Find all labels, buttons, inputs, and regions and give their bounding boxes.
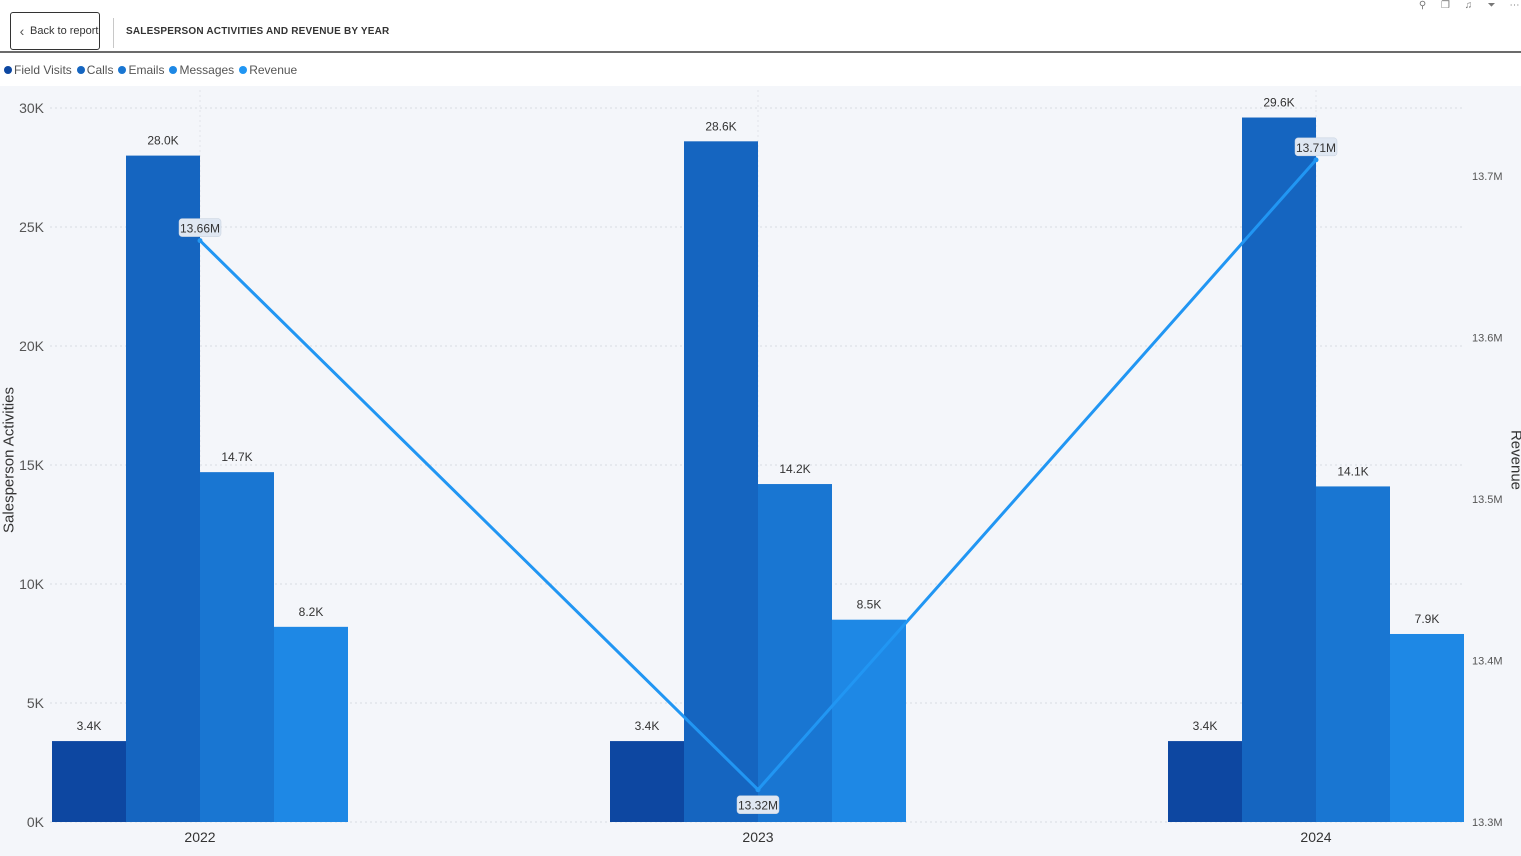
bar-data-label: 3.4K	[1193, 719, 1218, 733]
y-tick-label: 5K	[27, 695, 45, 711]
y-tick-label: 10K	[19, 576, 45, 592]
y2-tick-label: 13.6M	[1472, 333, 1503, 345]
bar-data-label: 29.6K	[1263, 96, 1294, 110]
y2-tick-label: 13.5M	[1472, 494, 1503, 506]
bar-data-label: 28.0K	[147, 134, 178, 148]
bar-data-label: 14.7K	[221, 450, 252, 464]
y2-tick-label: 13.4M	[1472, 656, 1503, 668]
bar-data-label: 8.2K	[299, 605, 324, 619]
bar-calls	[126, 156, 200, 822]
bar-data-label: 14.2K	[779, 462, 810, 476]
bar-data-label: 7.9K	[1415, 612, 1440, 626]
revenue-data-label: 13.71M	[1296, 141, 1336, 155]
bar-data-label: 28.6K	[705, 119, 736, 133]
bar-field-visits	[1168, 741, 1242, 822]
bar-data-label: 3.4K	[77, 719, 102, 733]
bar-emails	[200, 472, 274, 822]
y-tick-label: 30K	[19, 100, 45, 116]
bar-messages	[1390, 634, 1464, 822]
bar-emails	[1316, 486, 1390, 822]
bar-calls	[684, 141, 758, 822]
revenue-data-label: 13.32M	[738, 799, 778, 813]
x-tick-label: 2022	[184, 829, 215, 845]
revenue-point	[756, 787, 761, 792]
y-tick-label: 0K	[27, 814, 45, 830]
revenue-point	[1314, 157, 1319, 162]
bar-field-visits	[52, 741, 126, 822]
y-tick-label: 25K	[19, 219, 45, 235]
y2-tick-label: 13.3M	[1472, 817, 1503, 829]
secondary-y-axis-title: Revenue	[1508, 430, 1521, 490]
bar-data-label: 8.5K	[857, 598, 882, 612]
x-tick-label: 2024	[1300, 829, 1331, 845]
revenue-data-label: 13.66M	[180, 222, 220, 236]
bar-data-label: 3.4K	[635, 719, 660, 733]
revenue-point	[198, 238, 203, 243]
y2-tick-label: 13.7M	[1472, 171, 1503, 183]
y-tick-label: 15K	[19, 457, 45, 473]
y-tick-label: 20K	[19, 338, 45, 354]
bar-field-visits	[610, 741, 684, 822]
y-axis-title: Salesperson Activities	[1, 387, 18, 533]
bar-messages	[832, 620, 906, 822]
bar-calls	[1242, 118, 1316, 822]
bar-emails	[758, 484, 832, 822]
bar-messages	[274, 627, 348, 822]
x-tick-label: 2023	[742, 829, 773, 845]
bar-data-label: 14.1K	[1337, 464, 1368, 478]
